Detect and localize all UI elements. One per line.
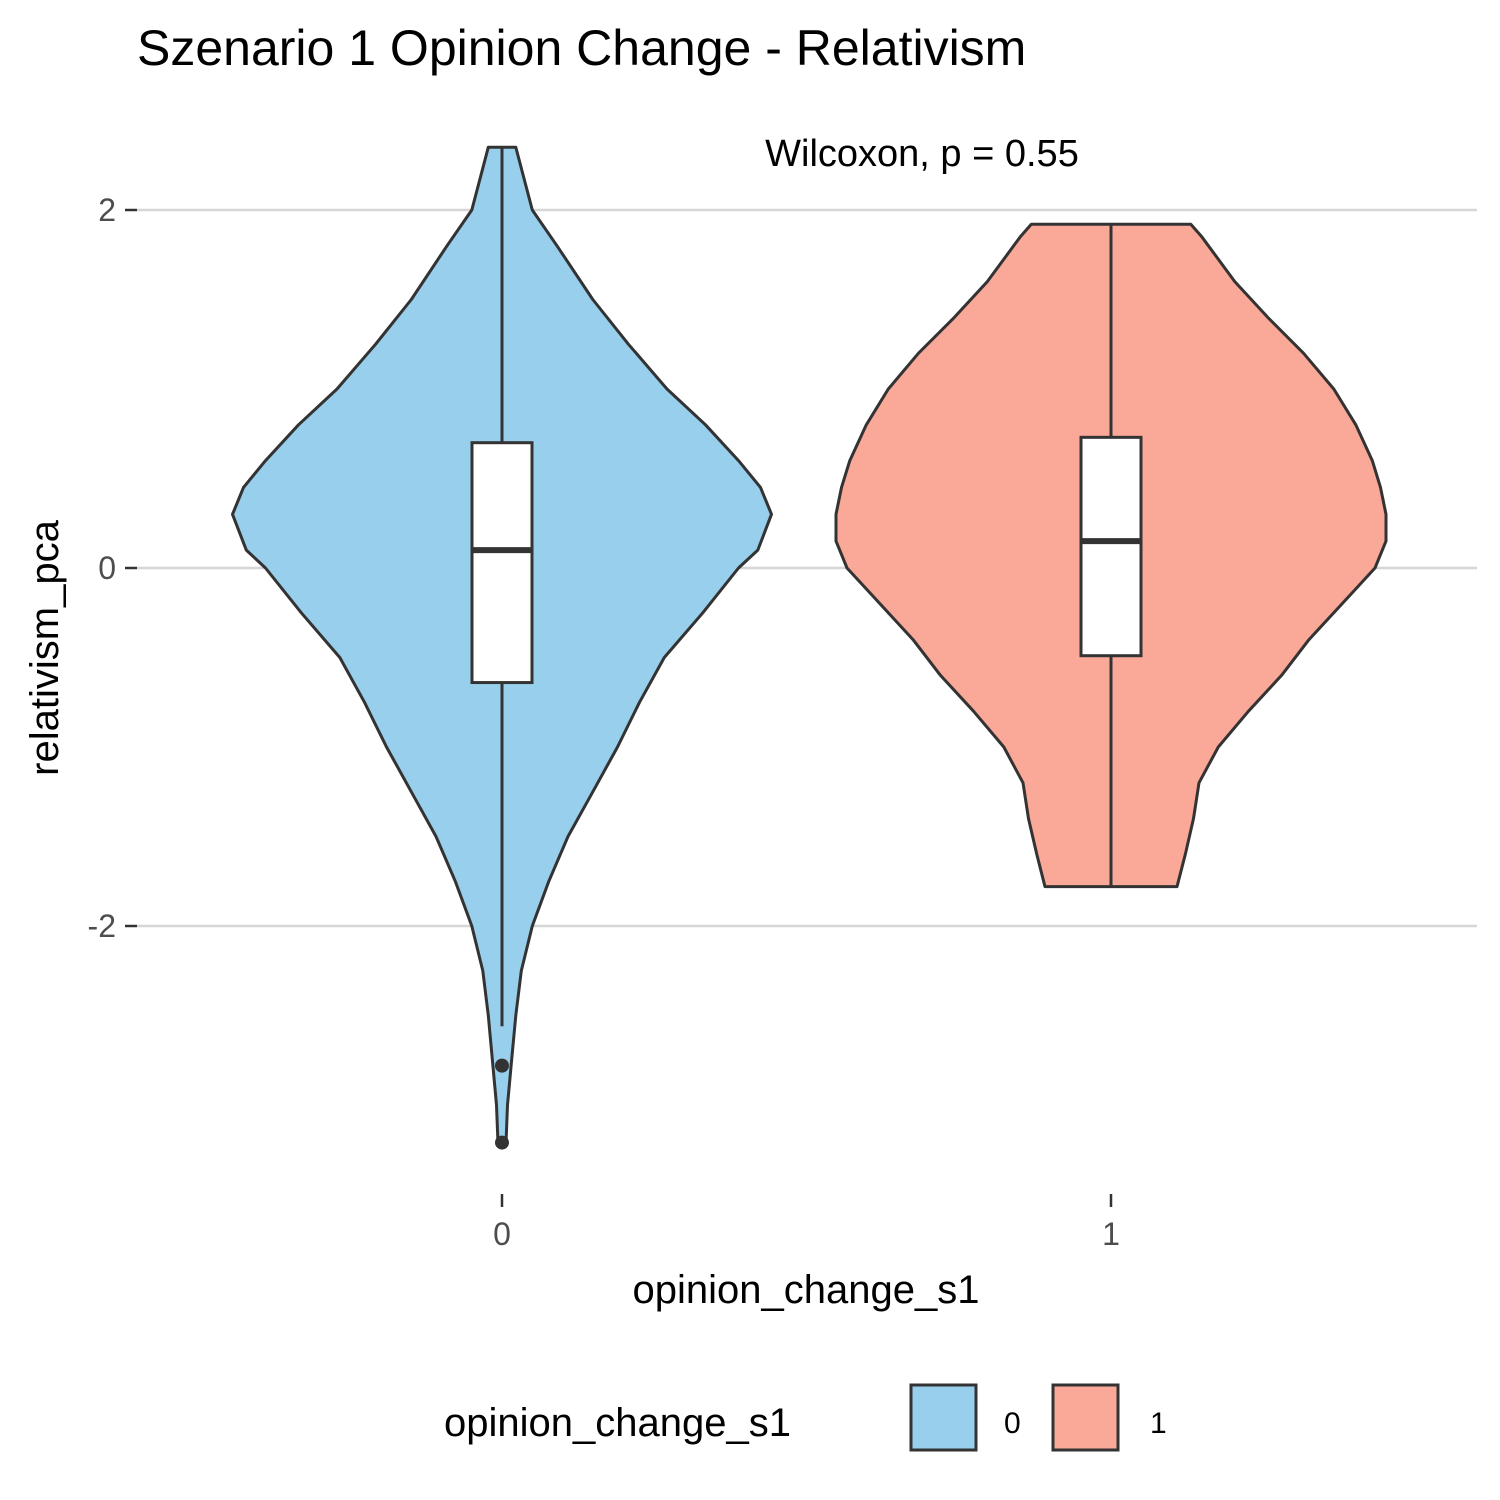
boxplots: [470, 147, 1143, 1150]
box-0: [470, 441, 534, 685]
violins: [231, 145, 1388, 1143]
outlier-point: [495, 1058, 509, 1073]
legend-key-1: [1051, 1383, 1120, 1452]
x-tick-label: 1: [1102, 1216, 1120, 1252]
x-axis-title: opinion_change_s1: [633, 1268, 980, 1312]
box-1: [1079, 435, 1143, 658]
y-axis: 2 0 -2: [88, 192, 137, 944]
legend-key-0: [909, 1383, 978, 1452]
wilcoxon-annotation: Wilcoxon, p = 0.55: [765, 133, 1079, 175]
legend-title: opinion_change_s1: [444, 1401, 791, 1445]
y-tick-label: -2: [88, 908, 116, 944]
y-tick-label: 2: [98, 192, 116, 228]
legend-label-0: 0: [1004, 1407, 1021, 1440]
legend-label-1: 1: [1150, 1407, 1167, 1440]
y-axis-title: relativism_pca: [23, 519, 67, 775]
y-tick-label: 0: [98, 550, 116, 586]
x-tick-label: 0: [493, 1216, 511, 1252]
legend: opinion_change_s1 0 1: [444, 1383, 1167, 1452]
outlier-point: [495, 1135, 509, 1150]
chart-title: Szenario 1 Opinion Change - Relativism: [137, 20, 1026, 76]
